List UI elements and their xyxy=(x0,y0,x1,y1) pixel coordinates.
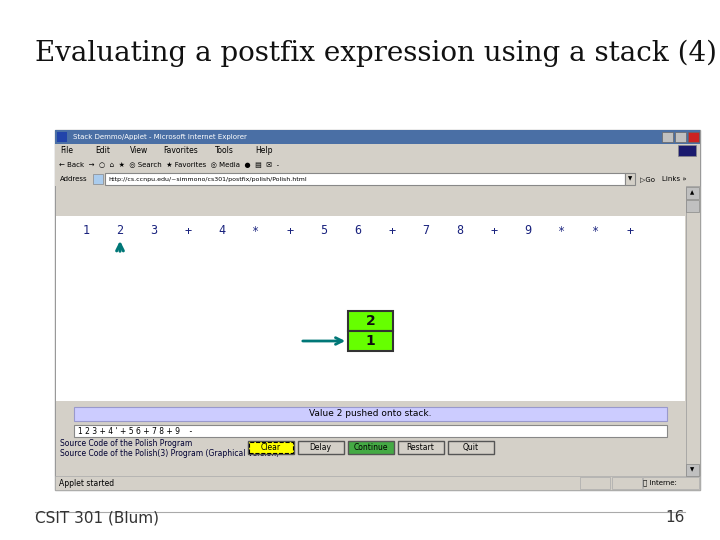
Bar xyxy=(348,311,393,331)
Text: 1 2 3 + 4 ' + 5 6 + 7 8 + 9    -: 1 2 3 + 4 ' + 5 6 + 7 8 + 9 - xyxy=(78,427,192,435)
Text: 8: 8 xyxy=(456,225,464,238)
Text: 1: 1 xyxy=(82,225,89,238)
Text: +: + xyxy=(490,225,498,238)
Text: Quit: Quit xyxy=(462,443,479,452)
Text: *: * xyxy=(253,225,260,238)
Bar xyxy=(55,476,700,490)
Text: Help: Help xyxy=(255,146,272,155)
Bar xyxy=(643,477,699,489)
Text: 🌐 Interne:: 🌐 Interne: xyxy=(643,480,677,487)
Text: 3: 3 xyxy=(150,225,158,238)
Bar xyxy=(675,132,686,142)
Bar xyxy=(55,144,700,157)
Bar xyxy=(397,441,444,454)
Text: Edit: Edit xyxy=(95,146,110,155)
Text: ▼: ▼ xyxy=(690,468,695,472)
Text: +: + xyxy=(626,225,634,238)
Bar xyxy=(55,130,700,144)
Text: Clear: Clear xyxy=(261,443,281,452)
Bar xyxy=(662,132,673,142)
Text: 6: 6 xyxy=(354,225,361,238)
Bar xyxy=(348,441,394,454)
Text: Continue: Continue xyxy=(354,443,388,452)
Bar xyxy=(678,145,696,156)
Text: *: * xyxy=(593,225,600,238)
Bar xyxy=(55,157,700,172)
Text: Restart: Restart xyxy=(407,443,434,452)
Text: +: + xyxy=(388,225,395,238)
Text: ▼: ▼ xyxy=(628,177,632,181)
Bar xyxy=(688,132,699,142)
Text: Address: Address xyxy=(60,176,88,182)
Bar xyxy=(55,172,700,186)
Text: Tools: Tools xyxy=(215,146,234,155)
Text: ▷Go: ▷Go xyxy=(640,176,655,182)
Text: 7: 7 xyxy=(423,225,430,238)
Text: Applet started: Applet started xyxy=(59,478,114,488)
Bar xyxy=(297,441,343,454)
Bar xyxy=(93,174,103,184)
Text: Favorites: Favorites xyxy=(163,146,198,155)
Bar xyxy=(448,441,493,454)
Bar xyxy=(74,407,667,421)
Bar xyxy=(105,173,625,185)
Text: 2: 2 xyxy=(117,225,124,238)
Text: Evaluating a postfix expression using a stack (4): Evaluating a postfix expression using a … xyxy=(35,40,717,68)
Bar xyxy=(348,331,393,351)
Text: 9: 9 xyxy=(524,225,531,238)
Text: Stack Demmo/Applet - Microsoft Internet Explorer: Stack Demmo/Applet - Microsoft Internet … xyxy=(73,134,247,140)
Text: Source Code of the Polish(3) Program (Graphical Version): Source Code of the Polish(3) Program (Gr… xyxy=(60,449,279,458)
Text: 16: 16 xyxy=(665,510,685,525)
Bar xyxy=(686,464,699,476)
Bar xyxy=(56,401,685,476)
Bar xyxy=(612,477,642,489)
Bar xyxy=(57,132,67,142)
Text: 5: 5 xyxy=(320,225,328,238)
Bar xyxy=(248,441,294,454)
Text: *: * xyxy=(559,225,566,238)
Text: 1: 1 xyxy=(366,334,375,348)
Bar xyxy=(686,187,699,199)
Bar xyxy=(686,186,700,476)
Bar xyxy=(248,442,292,453)
Text: 4: 4 xyxy=(218,225,225,238)
Text: Links »: Links » xyxy=(662,176,687,182)
Text: Delay: Delay xyxy=(310,443,331,452)
Text: Source Code of the Polish Program: Source Code of the Polish Program xyxy=(60,440,192,449)
Text: ▲: ▲ xyxy=(690,191,695,195)
Bar xyxy=(580,477,610,489)
Text: File: File xyxy=(60,146,73,155)
Text: View: View xyxy=(130,146,148,155)
Bar xyxy=(55,130,700,490)
Bar xyxy=(625,173,635,185)
Bar xyxy=(56,216,685,401)
Text: http://cs.ccnpu.edu/~simmono/cs301/postfix/polish/Polish.html: http://cs.ccnpu.edu/~simmono/cs301/postf… xyxy=(108,177,307,181)
Text: Value 2 pushed onto stack.: Value 2 pushed onto stack. xyxy=(310,409,432,418)
Text: +: + xyxy=(287,225,294,238)
Bar xyxy=(56,186,685,216)
Bar xyxy=(74,425,667,437)
Text: ← Back  →  ○  ⌂  ★  ◎ Search  ★ Favorites  ◎ Media  ●  ▤  ✉  -: ← Back → ○ ⌂ ★ ◎ Search ★ Favorites ◎ Me… xyxy=(59,161,279,167)
Text: CSIT 301 (Blum): CSIT 301 (Blum) xyxy=(35,510,159,525)
Text: +: + xyxy=(184,225,192,238)
Text: 2: 2 xyxy=(366,314,375,328)
Bar xyxy=(686,200,699,212)
